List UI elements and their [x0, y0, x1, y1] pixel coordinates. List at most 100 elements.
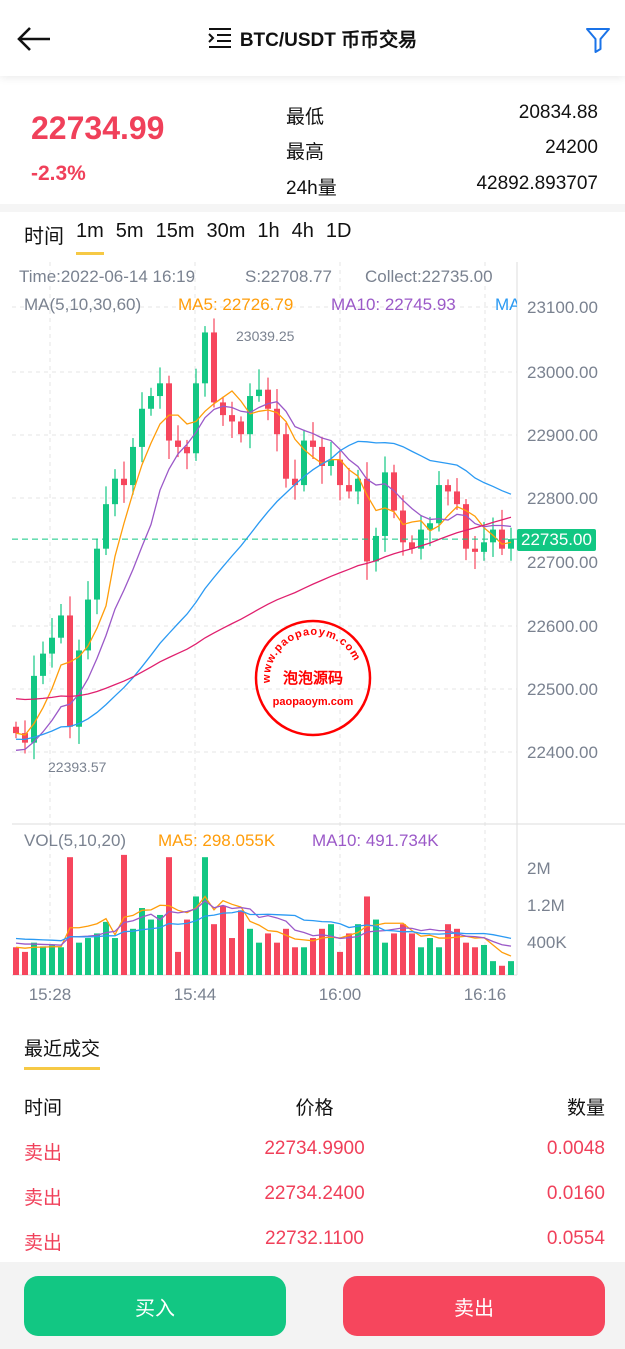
- trade-price: 22732.1100: [265, 1228, 364, 1249]
- stat-value: 24200: [545, 137, 598, 158]
- candle-body: [94, 548, 100, 600]
- volume-bar: [481, 944, 487, 975]
- candle-body: [382, 472, 388, 536]
- tab-1d[interactable]: 1D: [325, 220, 352, 242]
- candle-body: [211, 332, 217, 403]
- volume-bar: [94, 933, 100, 975]
- candle-body: [355, 478, 361, 492]
- recent-trades-tab[interactable]: 最近成交: [24, 1034, 101, 1070]
- arrow-left-icon[interactable]: [16, 24, 52, 54]
- watermark-bottom: paopaoym.com: [273, 696, 354, 708]
- vol-legend: VOL(5,10,20): [24, 831, 127, 850]
- x-tick-label: 16:00: [319, 985, 362, 1004]
- filter-icon[interactable]: [585, 26, 611, 54]
- volume-bar: [157, 914, 163, 975]
- y-tick-label: 22500.00: [527, 680, 598, 699]
- tab-15m[interactable]: 15m: [155, 220, 195, 242]
- candle-body: [112, 478, 118, 505]
- volume-bar: [184, 919, 190, 975]
- volume-bar: [49, 945, 55, 975]
- candle-body: [463, 504, 469, 549]
- trade-amount: 0.0160: [546, 1183, 606, 1204]
- ma30-line: [15, 440, 512, 741]
- volume-bar: [301, 947, 307, 975]
- stat-volume: 24h量 42892.893707: [286, 173, 598, 200]
- vol-ma10-legend: MA10: 491.734K: [312, 831, 439, 850]
- volume-bar: [445, 924, 451, 975]
- ma5-legend: MA5: 22726.79: [178, 295, 294, 314]
- volume-bar: [166, 857, 172, 975]
- candle-body: [364, 478, 370, 562]
- volume-bar: [418, 947, 424, 975]
- volume-bar: [391, 933, 397, 975]
- candle-body: [13, 726, 19, 734]
- candle-body: [103, 504, 109, 549]
- buy-button[interactable]: 买入: [24, 1276, 286, 1336]
- x-tick-label: 15:44: [174, 985, 217, 1004]
- tab-1h[interactable]: 1h: [257, 220, 280, 242]
- watermark-stamp: www.paopaoym.com 泡泡源码 paopaoym.com: [254, 619, 372, 737]
- y-tick-label: 22700.00: [527, 553, 598, 572]
- candle-body: [148, 396, 154, 409]
- volume-bar: [427, 938, 433, 975]
- price-change: -2.3%: [31, 162, 86, 185]
- candle-body: [454, 491, 460, 505]
- y-tick-label: 23100.00: [527, 298, 598, 317]
- stat-high: 最高 24200: [286, 137, 598, 164]
- volume-bar: [22, 951, 28, 975]
- volume-bar: [193, 896, 199, 975]
- volume-bar: [58, 947, 64, 975]
- volume-bar: [355, 924, 361, 975]
- candle-body: [76, 650, 82, 727]
- stat-value: 20834.88: [518, 102, 598, 123]
- y-tick-label: 23000.00: [527, 363, 598, 382]
- sell-button[interactable]: 卖出: [343, 1276, 605, 1336]
- ma-legend: MA(5,10,30,60): [24, 295, 142, 314]
- candle-body: [193, 383, 199, 454]
- tab-time[interactable]: 时间: [24, 226, 64, 248]
- volume-bar: [436, 947, 442, 975]
- volume-bar: [409, 933, 415, 975]
- list-icon[interactable]: [208, 27, 232, 49]
- tab-5m[interactable]: 5m: [115, 220, 144, 242]
- volume-bar: [175, 951, 181, 975]
- candle-body: [427, 523, 433, 530]
- candle-body: [157, 383, 163, 397]
- volume-bar: [238, 910, 244, 975]
- y-tick-label: 22900.00: [527, 426, 598, 445]
- volume-bar: [211, 924, 217, 975]
- volume-bar: [337, 951, 343, 975]
- vol-tick-label: 400K: [527, 933, 567, 952]
- tab-1m[interactable]: 1m: [76, 220, 104, 255]
- candle-body: [166, 383, 172, 441]
- candle-body: [22, 733, 28, 743]
- vol-tick-label: 2M: [527, 859, 551, 878]
- trade-row: 卖出 22734.9900 0.0048: [24, 1138, 605, 1165]
- candle-body: [409, 542, 415, 549]
- trade-row: 卖出 22734.2400 0.0160: [24, 1183, 605, 1210]
- candle-body: [67, 615, 73, 727]
- volume-bar: [220, 905, 226, 975]
- ma60-line: [15, 516, 512, 701]
- trade-amount: 0.0554: [546, 1228, 606, 1249]
- watermark-middle: 泡泡源码: [283, 669, 343, 687]
- tab-4h[interactable]: 4h: [291, 220, 314, 242]
- candle-body: [337, 459, 343, 486]
- title-text: BTC/USDT 币币交易: [239, 29, 418, 51]
- volume-bar: [283, 928, 289, 975]
- candle-body: [283, 434, 289, 479]
- volume-bar: [319, 928, 325, 975]
- volume-bar: [148, 919, 154, 975]
- kline-chart[interactable]: 23100.00 23000.00 22900.00 22800.00 22700.00…: [0, 262, 625, 1012]
- candle-body: [184, 446, 190, 454]
- stat-label: 24h量: [286, 178, 337, 199]
- volume-bar: [373, 919, 379, 975]
- trade-price: 22734.2400: [264, 1183, 365, 1204]
- vol-ma20-line: [15, 910, 512, 942]
- ma10-line: [15, 401, 512, 751]
- volume-bar: [382, 942, 388, 975]
- candle-body: [247, 396, 253, 435]
- volume-bar: [40, 946, 46, 975]
- tab-30m[interactable]: 30m: [206, 220, 246, 242]
- ma30-legend: MA: [495, 295, 517, 314]
